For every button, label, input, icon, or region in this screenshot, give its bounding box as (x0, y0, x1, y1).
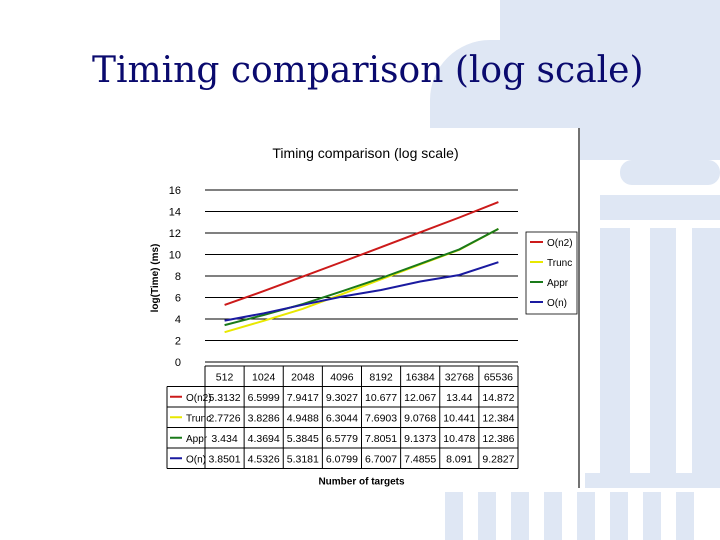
background-decoration (511, 492, 529, 540)
table-cell: 5.3845 (287, 433, 319, 445)
x-tick-label: 4096 (330, 371, 354, 383)
table-cell: 4.9488 (287, 412, 319, 424)
table-series-name: Trunc (186, 413, 211, 424)
x-tick-label: 32768 (445, 371, 474, 383)
table-cell: 9.3027 (326, 392, 358, 404)
series-line-O(n2) (224, 201, 499, 306)
background-decoration (610, 492, 628, 540)
table-cell: 3.8501 (209, 453, 241, 465)
table-series-name: O(n2) (186, 393, 212, 404)
table-series-name: Appr (186, 434, 208, 445)
background-decoration (500, 0, 720, 40)
background-decoration (585, 473, 720, 488)
table-series-name: O(n) (186, 454, 206, 465)
x-tick-label: 16384 (406, 371, 435, 383)
background-decoration (643, 492, 661, 540)
slide-title: Timing comparison (log scale) (92, 50, 644, 91)
chart-panel: Timing comparison (log scale) 0 2 4 6 8 10 12 14… (137, 128, 580, 488)
legend-label: O(n) (547, 298, 567, 309)
table-cell: 13.44 (446, 392, 472, 404)
table-cell: 12.386 (482, 433, 514, 445)
table-cell: 6.5999 (248, 392, 280, 404)
y-tick-label: 10 (169, 250, 181, 262)
table-cell: 6.5779 (326, 433, 358, 445)
legend-label: Appr (547, 278, 569, 289)
table-cell: 7.9417 (287, 392, 319, 404)
background-decoration (478, 492, 496, 540)
x-tick-label: 1024 (252, 371, 276, 383)
y-tick-label: 12 (169, 228, 181, 240)
background-decoration (600, 195, 720, 220)
series-line-Trunc (224, 228, 499, 334)
chart-title: Timing comparison (log scale) (272, 145, 458, 161)
background-decoration (445, 492, 463, 540)
table-cell: 6.7007 (365, 453, 397, 465)
background-decoration (600, 228, 630, 473)
y-tick-label: 4 (175, 314, 181, 326)
table-cell: 5.3181 (287, 453, 319, 465)
table-cell: 6.0799 (326, 453, 358, 465)
background-decoration (620, 160, 720, 185)
table-cell: 10.677 (365, 392, 397, 404)
legend-box (525, 231, 578, 315)
background-decoration (692, 228, 720, 473)
table-cell: 7.8051 (365, 433, 397, 445)
table-cell: 4.3694 (248, 433, 280, 445)
background-decoration (430, 40, 720, 130)
table-cell: 10.478 (443, 433, 475, 445)
y-tick-label: 0 (175, 357, 181, 369)
background-decoration (676, 492, 694, 540)
x-tick-label: 2048 (291, 371, 315, 383)
series-line-O(n) (224, 261, 499, 322)
y-tick-label: 6 (175, 293, 181, 305)
y-tick-label: 14 (169, 207, 181, 219)
y-axis-label: log(Time) (ms) (150, 244, 161, 313)
table-cell: 5.3132 (209, 392, 241, 404)
table-cell: 6.3044 (326, 412, 358, 424)
table-cell: 8.091 (446, 453, 472, 465)
background-decoration (577, 492, 595, 540)
y-tick-label: 8 (175, 271, 181, 283)
legend-label: Trunc (547, 258, 572, 269)
table-cell: 7.6903 (365, 412, 397, 424)
series-line-Appr (224, 228, 499, 327)
y-tick-label: 16 (169, 185, 181, 197)
background-decoration (544, 492, 562, 540)
background-decoration (580, 130, 720, 160)
table-cell: 9.2827 (482, 453, 514, 465)
table-cell: 14.872 (482, 392, 514, 404)
x-tick-label: 8192 (369, 371, 393, 383)
x-tick-label: 512 (216, 371, 234, 383)
table-cell: 10.441 (443, 412, 475, 424)
x-axis-label: Number of targets (318, 477, 405, 488)
table-cell: 7.4855 (404, 453, 436, 465)
table-cell: 4.5326 (248, 453, 280, 465)
x-tick-label: 65536 (484, 371, 513, 383)
table-cell: 9.0768 (404, 412, 436, 424)
table-cell: 3.434 (211, 433, 237, 445)
table-cell: 3.8286 (248, 412, 280, 424)
table-cell: 9.1373 (404, 433, 436, 445)
legend-label: O(n2) (547, 238, 573, 249)
table-cell: 12.384 (482, 412, 514, 424)
line-chart: Timing comparison (log scale) 0 2 4 6 8 10 12 14… (150, 128, 580, 488)
background-decoration (650, 228, 676, 473)
table-cell: 12.067 (404, 392, 436, 404)
table-cell: 2.7726 (209, 412, 241, 424)
y-tick-label: 2 (175, 336, 181, 348)
